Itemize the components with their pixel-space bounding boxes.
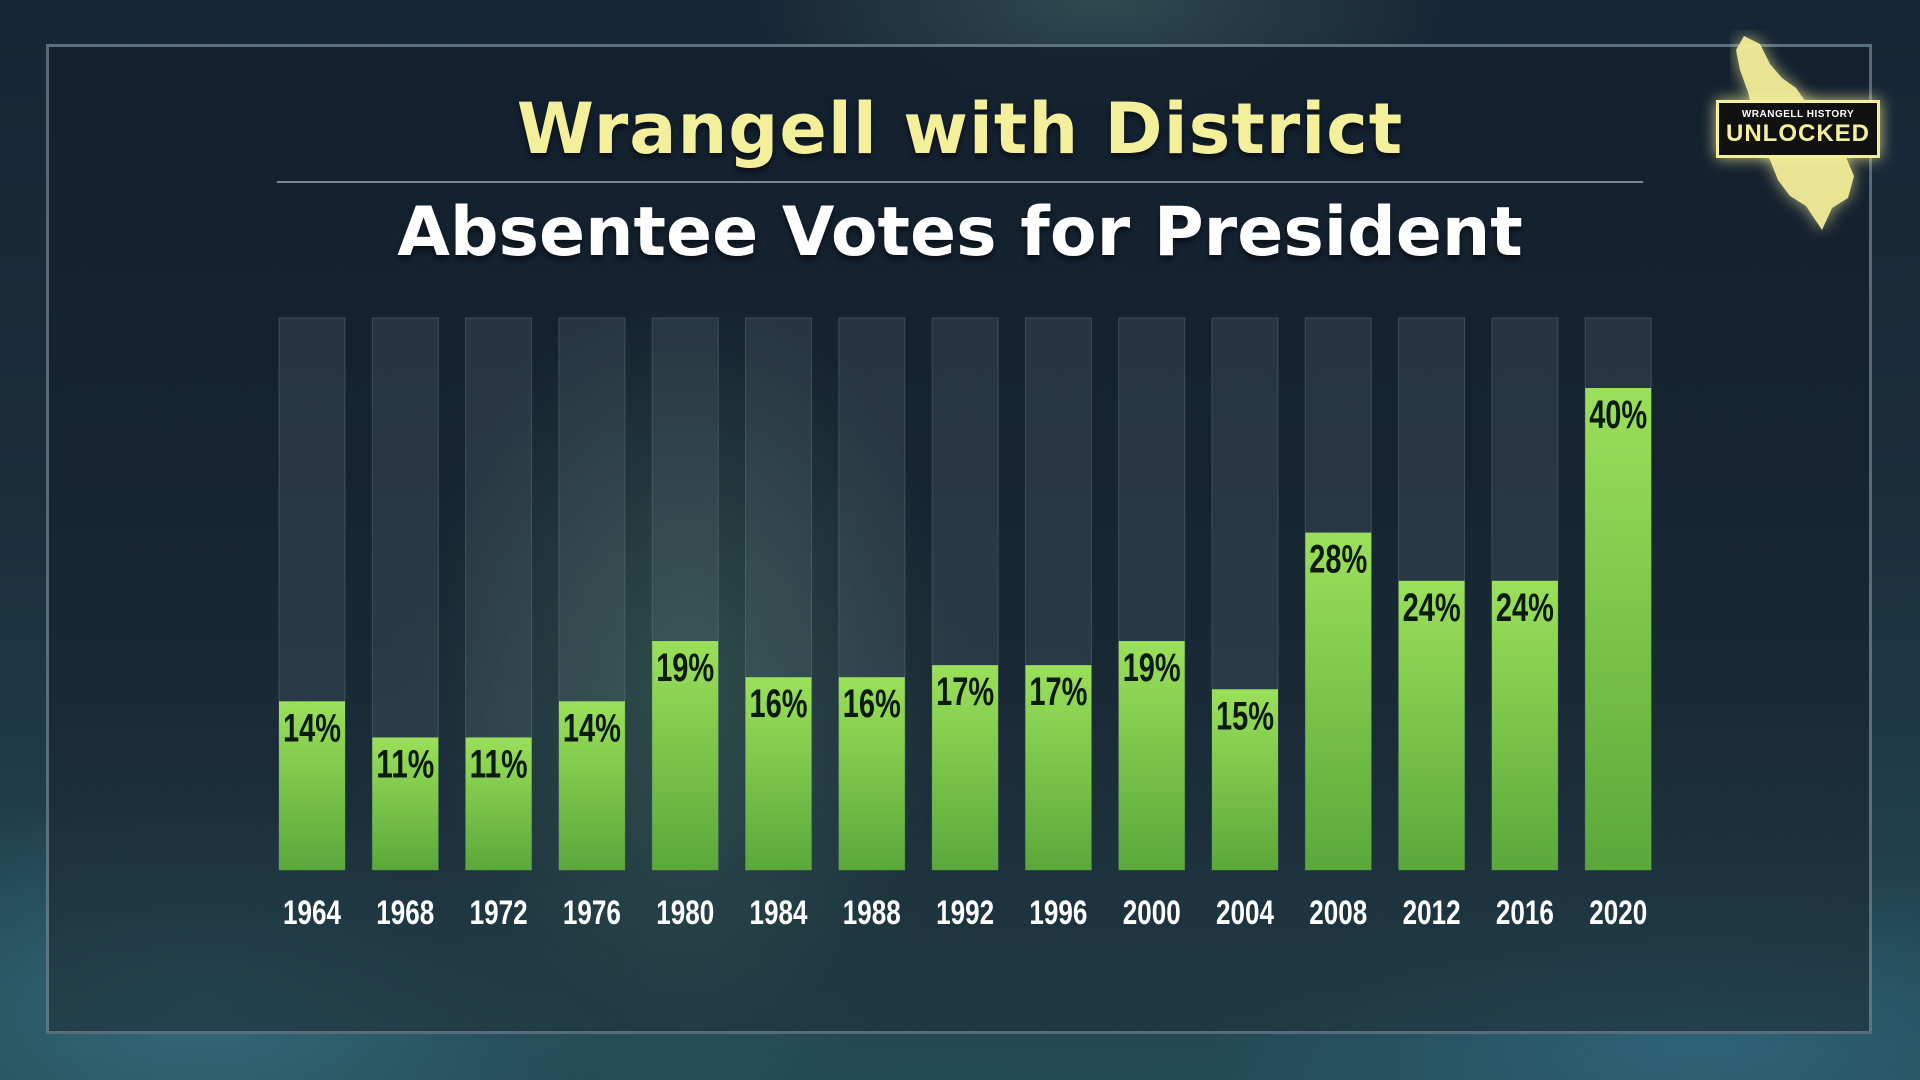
x-tick-label-1992: 1992 — [936, 894, 994, 932]
bar-value-label-1988: 16% — [843, 682, 901, 726]
bar-1988 — [838, 677, 905, 870]
bar-value-label-1984: 16% — [750, 682, 808, 726]
bar-2012 — [1398, 580, 1465, 870]
bar-2000 — [1118, 641, 1185, 870]
x-tick-label-1996: 1996 — [1029, 894, 1087, 932]
x-tick-label-1976: 1976 — [563, 894, 621, 932]
bar-1972 — [465, 737, 532, 870]
x-tick-label-2016: 2016 — [1496, 894, 1554, 932]
x-tick-label-2020: 2020 — [1589, 894, 1647, 932]
bar-value-label-1976: 14% — [563, 706, 621, 750]
x-tick-label-1968: 1968 — [376, 894, 434, 932]
bar-value-label-2020: 40% — [1589, 393, 1647, 437]
wrangell-history-unlocked-logo: WRANGELL HISTORY UNLOCKED — [1716, 100, 1880, 158]
x-tick-label-2000: 2000 — [1123, 894, 1181, 932]
x-tick-label-1972: 1972 — [470, 894, 528, 932]
x-tick-label-2008: 2008 — [1309, 894, 1367, 932]
bar-2020 — [1585, 388, 1652, 870]
chart-title: Wrangell with District — [516, 88, 1404, 170]
x-tick-label-1980: 1980 — [656, 894, 714, 932]
bar-1992 — [932, 665, 999, 870]
x-tick-label-1988: 1988 — [843, 894, 901, 932]
bar-value-label-2016: 24% — [1496, 586, 1554, 630]
bar-1968 — [372, 737, 439, 870]
bar-value-label-1972: 11% — [470, 742, 528, 786]
bar-value-label-2012: 24% — [1403, 586, 1461, 630]
chart-subtitle: Absentee Votes for President — [397, 193, 1523, 272]
title-divider — [277, 181, 1643, 183]
x-tick-label-2004: 2004 — [1216, 894, 1274, 932]
bar-2004 — [1212, 689, 1278, 870]
x-tick-label-1964: 1964 — [283, 894, 341, 932]
bar-2016 — [1491, 580, 1558, 870]
x-tick-label-1984: 1984 — [750, 894, 808, 932]
bar-value-label-2008: 28% — [1309, 538, 1367, 582]
logo-big-text: UNLOCKED — [1726, 120, 1870, 147]
bar-1996 — [1025, 665, 1092, 870]
bar-value-label-1980: 19% — [656, 646, 714, 690]
bar-2008 — [1305, 532, 1372, 870]
logo-small-text: WRANGELL HISTORY — [1741, 109, 1855, 120]
bar-value-label-1992: 17% — [936, 670, 994, 714]
bar-value-label-1968: 11% — [376, 742, 434, 786]
bar-value-label-1996: 17% — [1029, 670, 1087, 714]
bar-1984 — [745, 677, 812, 870]
x-tick-label-2012: 2012 — [1403, 894, 1461, 932]
bar-1980 — [652, 641, 719, 870]
bar-1964 — [279, 701, 345, 870]
bar-value-label-2004: 15% — [1216, 694, 1274, 738]
bar-value-label-2000: 19% — [1123, 646, 1181, 690]
bar-1976 — [558, 701, 625, 870]
bar-value-label-1964: 14% — [283, 706, 341, 750]
